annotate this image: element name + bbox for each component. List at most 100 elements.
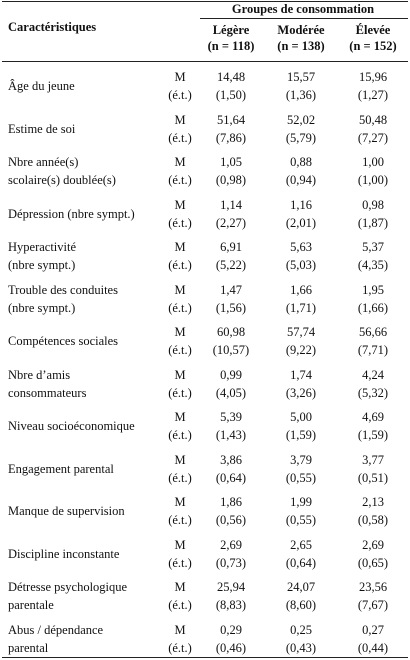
mean-value: 1,86 <box>220 495 242 509</box>
top-rule <box>2 1 408 2</box>
stat-label: (é.t.) <box>168 173 192 187</box>
sd-value: (0,64) <box>215 470 247 485</box>
mean-value: 3,77 <box>362 452 384 467</box>
mean-value: 56,66 <box>358 325 388 339</box>
mean-value: 5,39 <box>220 410 242 424</box>
mean-value: 0,88 <box>290 155 312 169</box>
row-label: Discipline inconstante <box>8 546 120 561</box>
mean-value: 51,64 <box>216 112 246 127</box>
sd-value: (2,27) <box>215 215 247 230</box>
mean-value: 1,14 <box>220 197 242 212</box>
sd-value: (0,64) <box>285 555 317 570</box>
stat-label: M <box>174 70 186 84</box>
row-label: parentale <box>8 598 54 612</box>
mean-value: 1,05 <box>220 155 242 169</box>
mean-value: 0,25 <box>290 622 312 637</box>
sd-value: (1,71) <box>285 300 317 315</box>
stat-label: M <box>174 240 186 254</box>
row-label: consommateurs <box>8 385 87 400</box>
mean-value: 2,69 <box>362 537 384 552</box>
sd-value: (8,60) <box>285 598 317 612</box>
sd-value: (7,67) <box>357 598 389 612</box>
mean-value: 50,48 <box>358 112 388 127</box>
sd-value: (8,83) <box>215 598 247 612</box>
mean-value: 15,96 <box>358 70 388 84</box>
mean-value: 3,86 <box>220 452 242 467</box>
sd-value: (1,87) <box>357 215 389 230</box>
sd-value: (1,59) <box>285 428 317 442</box>
stat-label: (é.t.) <box>168 640 192 655</box>
row-label: Détresse psychologique <box>8 580 128 594</box>
mean-value: 2,65 <box>290 537 312 552</box>
stat-label: M <box>174 452 186 467</box>
stat-label: (é.t.) <box>168 598 192 612</box>
sd-value: (0,55) <box>285 470 317 485</box>
row-label: Hyperactivité <box>8 240 77 254</box>
row-label: Nbre année(s) <box>8 155 79 169</box>
column-n: (n = 138) <box>277 39 325 53</box>
sd-value: (7,71) <box>357 343 389 357</box>
column-name: Modérée <box>277 23 325 37</box>
mean-value: 1,95 <box>362 282 384 297</box>
sd-value: (0,98) <box>215 173 247 187</box>
mean-value: 1,00 <box>362 155 384 169</box>
sd-value: (1,66) <box>357 300 389 315</box>
row-label: Manque de supervision <box>8 504 125 518</box>
sd-value: (4,05) <box>215 385 247 400</box>
row-label: (nbre sympt.) <box>8 258 76 272</box>
row-label: Nbre d’amis <box>8 367 71 382</box>
mean-value: 23,56 <box>358 580 388 594</box>
row-label: scolaire(s) doublée(s) <box>8 173 116 187</box>
mean-value: 0,27 <box>362 622 384 637</box>
mean-value: 57,74 <box>286 325 316 339</box>
bottom-rule <box>2 657 408 658</box>
sd-value: (1,27) <box>357 88 389 102</box>
stat-label: M <box>174 580 186 594</box>
sd-value: (5,79) <box>285 130 317 145</box>
sd-value: (5,32) <box>357 385 389 400</box>
sd-value: (7,86) <box>215 130 247 145</box>
group-rule <box>200 18 408 19</box>
sd-value: (3,26) <box>285 385 317 400</box>
mean-value: 3,79 <box>290 452 312 467</box>
mean-value: 5,37 <box>362 240 384 254</box>
row-label: Dépression (nbre sympt.) <box>8 206 135 221</box>
row-label: parental <box>8 640 49 655</box>
stat-label: M <box>174 367 186 382</box>
mean-value: 25,94 <box>216 580 246 594</box>
sd-value: (7,27) <box>357 130 389 145</box>
sd-value: (1,56) <box>215 300 247 315</box>
mean-value: 52,02 <box>286 112 316 127</box>
mean-value: 14,48 <box>216 70 246 84</box>
mean-value: 60,98 <box>216 325 246 339</box>
sd-value: (1,43) <box>215 428 247 442</box>
mean-value: 1,66 <box>290 282 312 297</box>
sd-value: (4,35) <box>357 258 389 272</box>
mean-value: 24,07 <box>286 580 316 594</box>
sd-value: (9,22) <box>285 343 317 357</box>
stat-label: (é.t.) <box>168 428 192 442</box>
mean-value: 0,29 <box>220 622 242 637</box>
mean-value: 0,99 <box>220 367 242 382</box>
sd-value: (1,59) <box>357 428 389 442</box>
stat-label: M <box>174 622 186 637</box>
row-label: Engagement parental <box>8 461 114 476</box>
mean-value: 4,69 <box>362 410 384 424</box>
sd-value: (10,57) <box>212 343 250 357</box>
stat-label: M <box>174 155 186 169</box>
stat-label: (é.t.) <box>168 385 192 400</box>
column-n: (n = 118) <box>207 39 255 53</box>
mean-value: 4,24 <box>362 367 384 382</box>
row-label: Compétences sociales <box>8 334 119 348</box>
stat-label: (é.t.) <box>168 555 192 570</box>
group-title: Groupes de consommation <box>231 2 375 16</box>
sd-value: (1,50) <box>215 88 247 102</box>
row-label: Niveau socioéconomique <box>8 419 135 433</box>
stat-label: M <box>174 495 186 509</box>
sd-value: (1,36) <box>285 88 317 102</box>
stat-label: M <box>174 537 186 552</box>
sd-value: (0,65) <box>357 555 389 570</box>
mean-value: 5,63 <box>290 240 312 254</box>
stat-label: (é.t.) <box>168 343 192 357</box>
